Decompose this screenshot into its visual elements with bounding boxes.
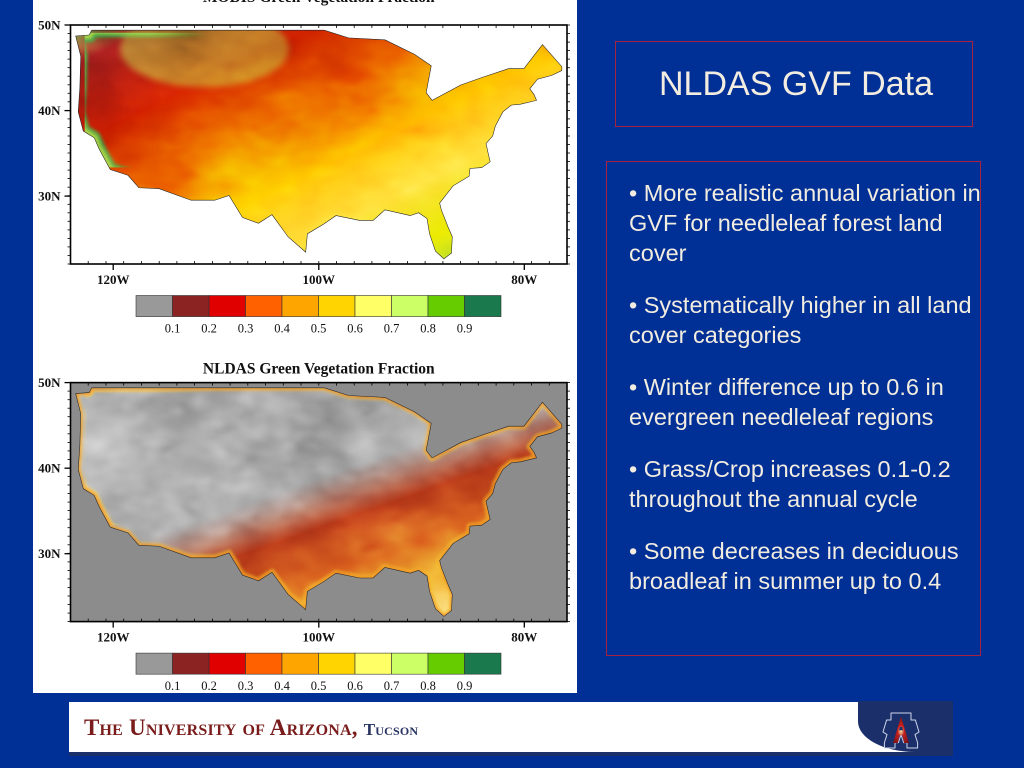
svg-text:50N: 50N [38, 18, 61, 33]
svg-text:120W: 120W [97, 630, 130, 645]
svg-text:40N: 40N [38, 461, 61, 476]
svg-text:50N: 50N [38, 375, 61, 390]
svg-text:0.9: 0.9 [457, 322, 473, 336]
svg-text:0.6: 0.6 [347, 679, 363, 693]
svg-text:0.8: 0.8 [420, 679, 436, 693]
svg-text:40N: 40N [38, 103, 61, 118]
svg-text:0.7: 0.7 [384, 679, 400, 693]
svg-text:0.2: 0.2 [201, 322, 217, 336]
svg-text:30N: 30N [38, 546, 61, 561]
svg-text:100W: 100W [303, 272, 336, 287]
svg-text:0.5: 0.5 [311, 679, 327, 693]
svg-text:0.5: 0.5 [311, 322, 327, 336]
svg-text:0.1: 0.1 [165, 679, 181, 693]
svg-text:30N: 30N [38, 189, 61, 204]
svg-text:NLDAS Green Vegetation Fractio: NLDAS Green Vegetation Fraction [203, 361, 435, 378]
svg-text:0.4: 0.4 [274, 679, 290, 693]
svg-text:0.3: 0.3 [238, 322, 254, 336]
svg-text:0.4: 0.4 [274, 322, 290, 336]
svg-text:0.9: 0.9 [457, 679, 473, 693]
svg-text:0.3: 0.3 [238, 679, 254, 693]
svg-text:0.6: 0.6 [347, 322, 363, 336]
svg-text:0.1: 0.1 [165, 322, 181, 336]
svg-text:MODIS Green Vegetation Fractio: MODIS Green Vegetation Fraction [203, 0, 435, 6]
svg-text:120W: 120W [97, 272, 130, 287]
svg-text:80W: 80W [511, 630, 537, 645]
svg-text:0.2: 0.2 [201, 679, 217, 693]
svg-text:100W: 100W [303, 630, 336, 645]
svg-text:0.7: 0.7 [384, 322, 400, 336]
svg-text:0.8: 0.8 [420, 322, 436, 336]
svg-text:80W: 80W [511, 272, 537, 287]
